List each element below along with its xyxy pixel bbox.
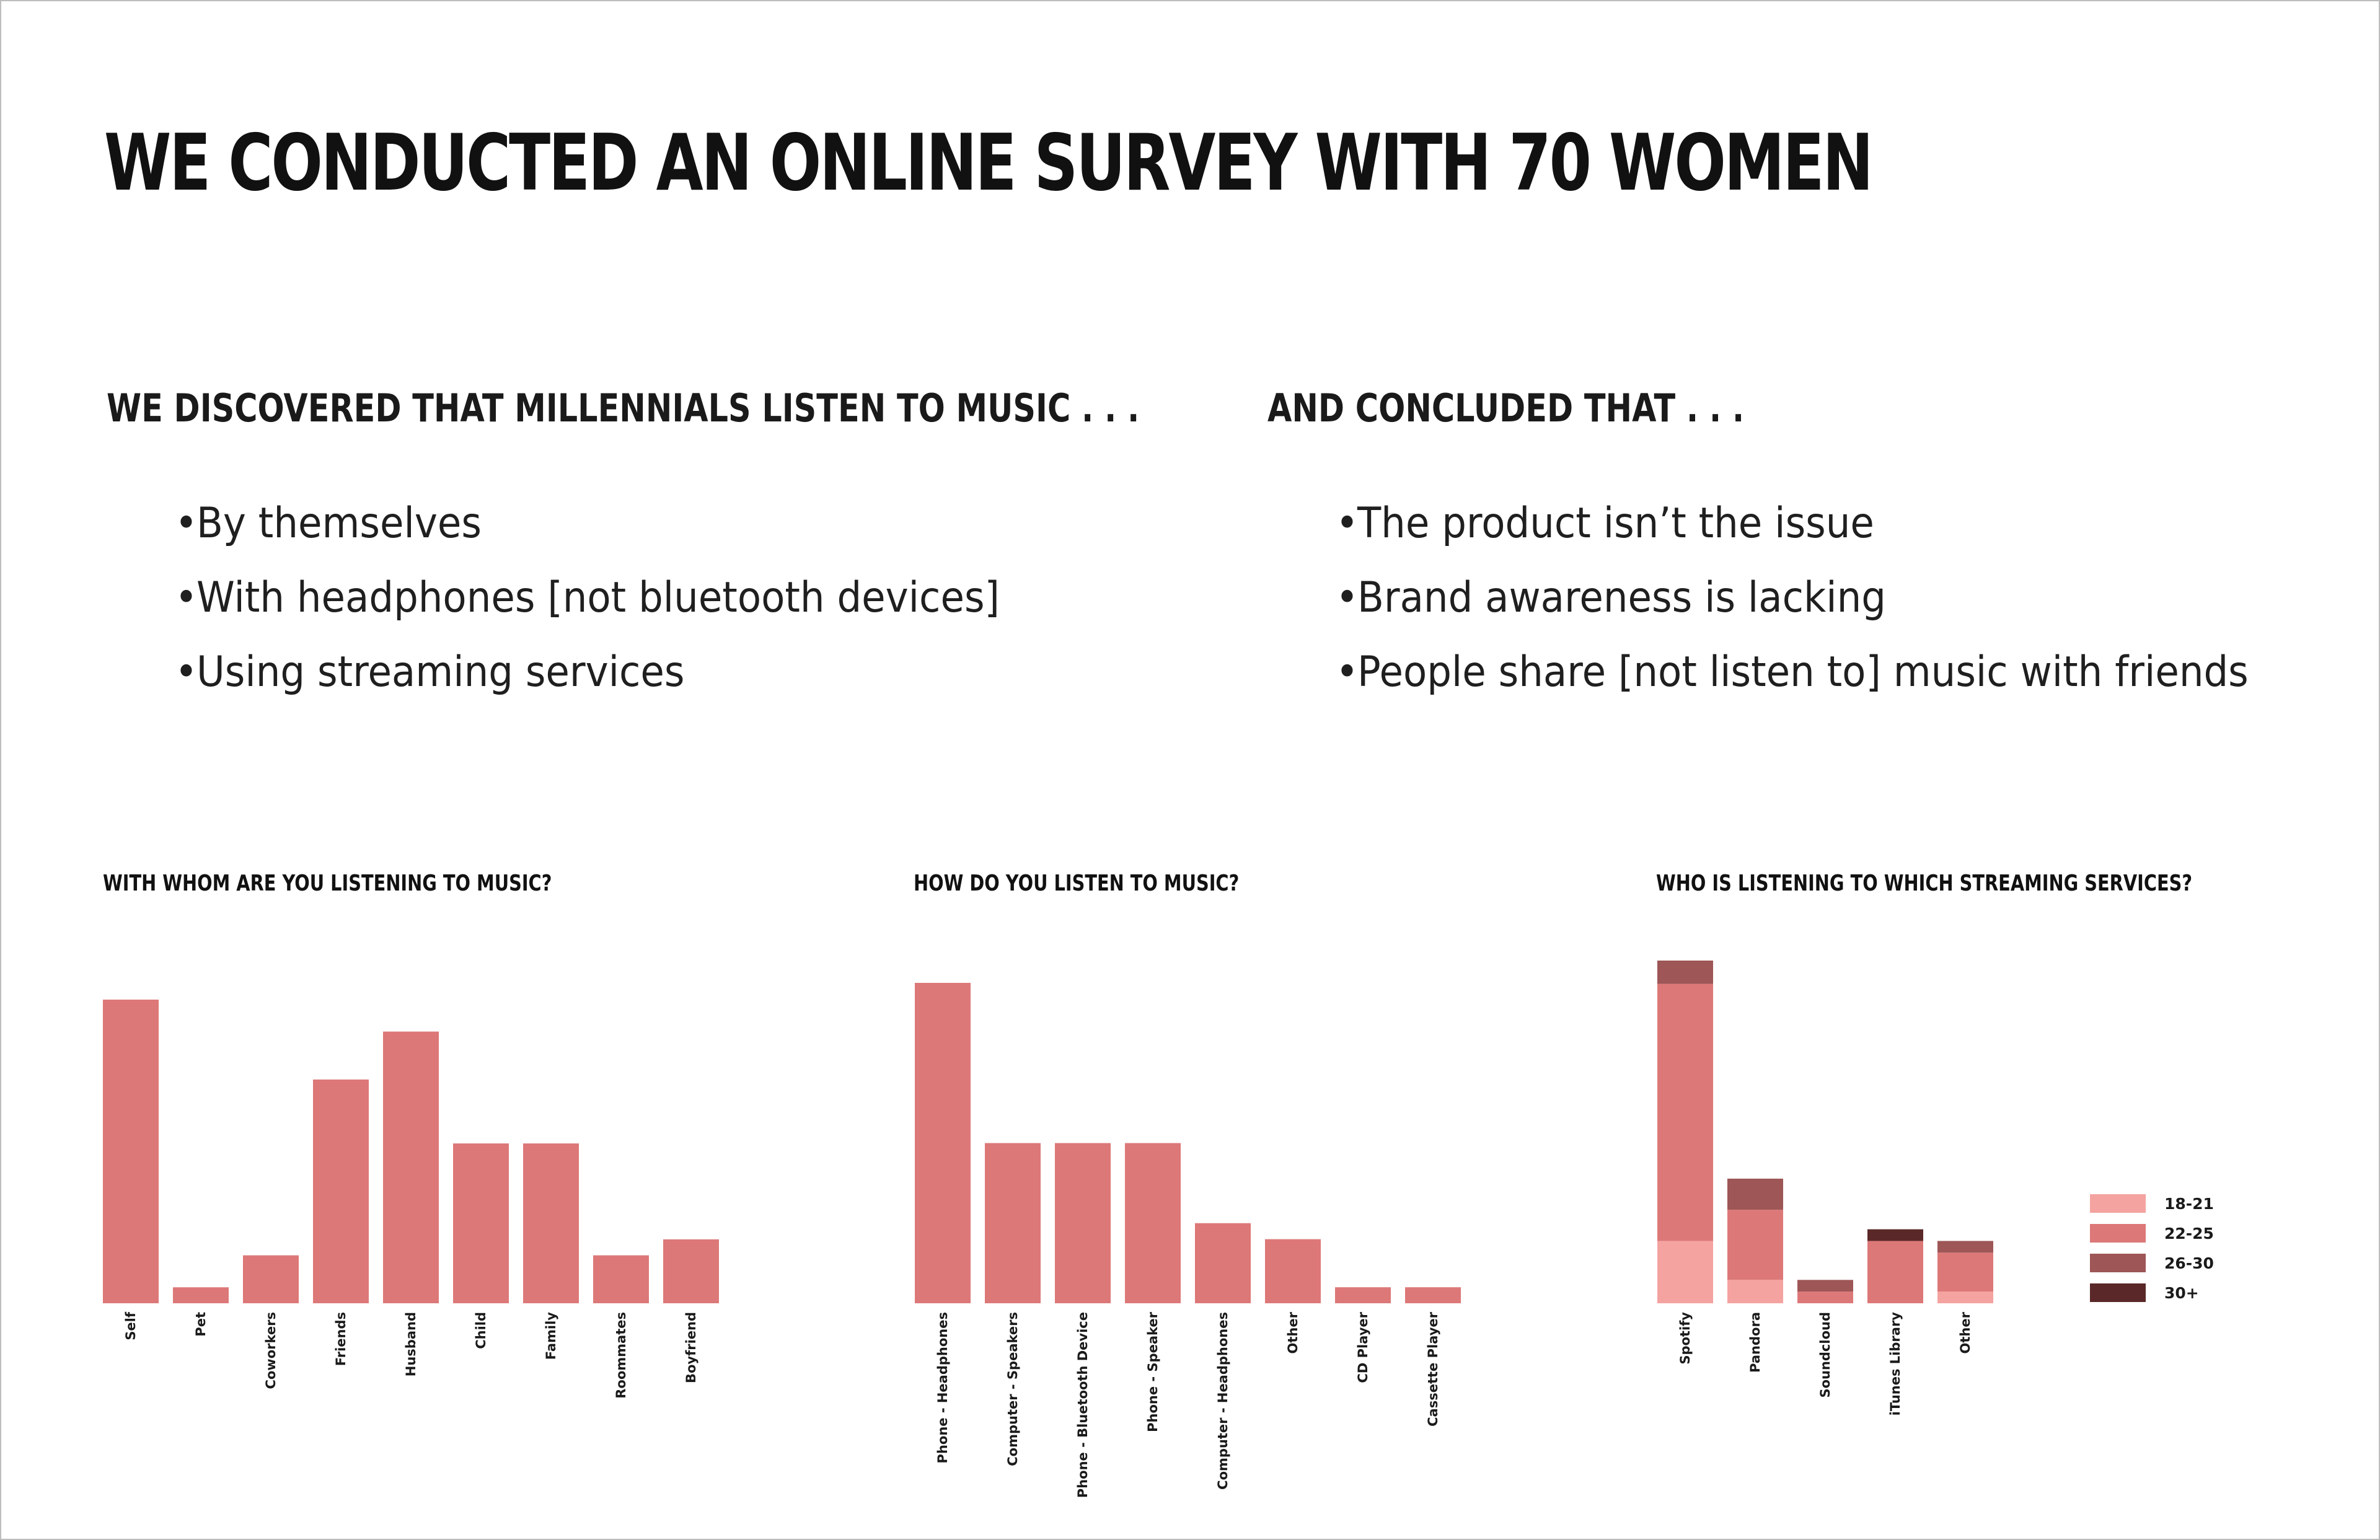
tick-label-cassette-player: Cassette Player [1426,1311,1440,1427]
bullet-icon: • [1336,648,1359,697]
page-title: WE CONDUCTED AN ONLINE SURVEY WITH 70 WO… [104,117,1874,208]
tick-label-pet: Pet [193,1312,208,1337]
bar-pandora-22-25 [1727,1210,1783,1280]
tick-label-friends: Friends [333,1312,348,1366]
chart-title-streaming: WHO IS LISTENING TO WHICH STREAMING SERV… [1656,871,2193,896]
bar-boyfriend [663,1239,719,1303]
list-item: •By themselves [175,486,1000,561]
conclusions-heading: AND CONCLUDED THAT . . . [1267,385,1745,431]
tick-label-other: Other [1958,1311,1973,1353]
list-item: •Brand awareness is lacking [1336,561,2249,635]
bar-roommates [593,1255,649,1303]
tick-label-self: Self [123,1311,138,1340]
bar-husband [383,1031,439,1303]
chart-title-with-whom: WITH WHOM ARE YOU LISTENING TO MUSIC? [103,871,552,896]
tick-label-phone-speaker: Phone - Speaker [1145,1311,1160,1432]
list-item: •The product isn’t the issue [1336,486,2249,561]
bar-soundcloud-26-30 [1797,1280,1853,1292]
bar-friends [313,1079,369,1303]
discoveries-list: •By themselves •With headphones [not blu… [175,486,1072,710]
tick-label-coworkers: Coworkers [263,1312,278,1389]
bullet-icon: • [1336,499,1359,548]
bar-family [523,1143,579,1303]
tick-label-pandora: Pandora [1748,1312,1763,1373]
tick-label-roommates: Roommates [614,1312,628,1399]
bar-other-26-30 [1937,1241,1993,1253]
chart-streaming: Spotify Pandora Soundcloud iTunes Library Ot… [1657,961,2214,1416]
bullet-icon: • [175,573,198,622]
bar-spotify-22-25 [1657,983,1713,1241]
legend-swatch-26-30 [2090,1254,2146,1272]
tick-label-itunes-library: iTunes Library [1888,1312,1903,1416]
bullet-icon: • [1336,573,1359,622]
bar-other-18-21 [1937,1291,1993,1303]
tick-label-computer-headphones: Computer - Headphones [1215,1312,1230,1490]
conclusions-list: •The product isn’t the issue •Brand awar… [1336,486,2328,710]
bar-soundcloud-22-25 [1797,1291,1853,1303]
bar-pandora-26-30 [1727,1178,1783,1210]
bar-other [1265,1239,1321,1303]
bar-computer-headphones [1195,1223,1251,1303]
bullet-icon: • [175,499,198,548]
chart-with-whom: Self Pet Coworkers Friends Husband Child Famil… [103,1000,719,1399]
list-item: •With headphones [not bluetooth devices] [175,561,1000,635]
bar-cd-player [1335,1287,1391,1303]
legend-swatch-18-21 [2090,1194,2146,1213]
tick-label-phone-headphones: Phone - Headphones [935,1312,950,1463]
list-item: •Using streaming services [175,635,1000,710]
tick-label-computer-speakers: Computer - Speakers [1005,1312,1020,1466]
tick-label-other: Other [1285,1311,1300,1353]
tick-label-spotify: Spotify [1678,1312,1693,1365]
legend-label-26-30: 26-30 [2164,1254,2214,1272]
tick-label-family: Family [544,1312,558,1360]
list-item: •People share [not listen to] music with… [1336,635,2249,710]
legend-label-22-25: 22-25 [2164,1225,2214,1243]
chart-title-how-listen: HOW DO YOU LISTEN TO MUSIC? [914,871,1240,896]
bar-computer-speakers [985,1143,1041,1303]
bar-itunes-library-22-25 [1867,1241,1923,1303]
bar-phone-bluetooth-device [1055,1143,1111,1303]
bar-pet [173,1287,229,1303]
bar-pandora-18-21 [1727,1280,1783,1303]
bullet-icon: • [175,648,198,697]
bar-phone-headphones [915,983,971,1303]
bar-cassette-player [1405,1287,1461,1303]
legend-swatch-22-25 [2090,1224,2146,1243]
bar-spotify-26-30 [1657,961,1713,984]
tick-label-boyfriend: Boyfriend [684,1312,699,1383]
legend-label-30: 30+ [2164,1284,2199,1302]
bar-spotify-18-21 [1657,1241,1713,1303]
tick-label-husband: Husband [403,1312,418,1376]
bar-itunes-library-30 [1867,1229,1923,1241]
bar-coworkers [243,1255,299,1303]
discoveries-heading: WE DISCOVERED THAT MILLENNIALS LISTEN TO… [107,385,1140,431]
tick-label-soundcloud: Soundcloud [1818,1312,1833,1398]
bar-phone-speaker [1125,1143,1181,1303]
legend-swatch-30 [2090,1283,2146,1302]
chart-how-listen: Phone - Headphones Computer - Speakers Pho… [915,983,1461,1498]
bar-other-22-25 [1937,1252,1993,1292]
tick-label-child: Child [474,1312,488,1349]
tick-label-phone-bluetooth-device: Phone - Bluetooth Device [1075,1312,1090,1498]
bar-self [103,1000,159,1303]
tick-label-cd-player: CD Player [1355,1311,1370,1383]
bar-child [453,1143,509,1303]
legend-label-18-21: 18-21 [2164,1195,2214,1213]
